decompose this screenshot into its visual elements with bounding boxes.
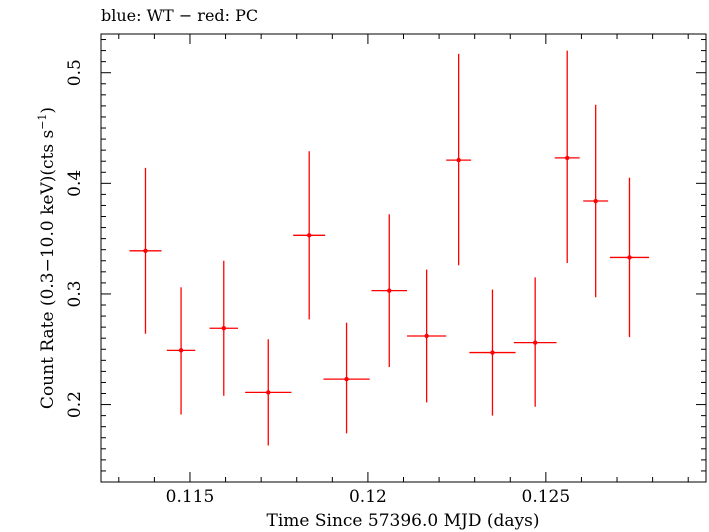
y-tick-label: 0.3 — [65, 280, 85, 307]
data-point — [166, 287, 196, 415]
data-point — [293, 151, 326, 320]
data-point — [209, 260, 239, 396]
data-point — [129, 167, 162, 334]
data-point — [245, 339, 292, 446]
data-point — [371, 214, 408, 367]
y-axis-label-exponent: −1 — [36, 114, 49, 130]
point-marker — [565, 155, 570, 161]
x-tick-label: 0.12 — [349, 487, 387, 507]
y-tick-label: 0.2 — [65, 391, 85, 418]
data-point — [513, 277, 557, 407]
data-point — [446, 53, 472, 266]
x-tick-label: 0.125 — [522, 487, 571, 507]
point-marker — [266, 390, 271, 395]
data-point — [407, 269, 447, 403]
data-series-pc — [129, 50, 650, 446]
point-marker — [306, 233, 312, 238]
x-axis-label: Time Since 57396.0 MJD (days) — [267, 511, 540, 531]
y-axis-label-main: Count Rate (0.3−10.0 keV)(cts s — [38, 130, 58, 409]
point-marker — [490, 350, 495, 355]
x-tick-label: 0.115 — [166, 487, 215, 507]
point-marker — [532, 340, 538, 345]
data-point — [554, 50, 580, 263]
point-marker — [387, 288, 392, 293]
x-axis-ticks: 0.115 0.12 0.125 — [118, 34, 689, 507]
data-point — [323, 322, 370, 434]
data-point — [469, 289, 516, 416]
point-marker — [424, 333, 429, 339]
data-point — [609, 177, 650, 338]
y-tick-label: 0.4 — [65, 170, 85, 197]
point-marker — [593, 198, 598, 204]
y-tick-label: 0.5 — [65, 59, 85, 86]
point-marker — [143, 248, 148, 254]
data-point — [583, 104, 609, 298]
y-axis-label-close: ) — [38, 107, 58, 114]
point-marker — [344, 376, 349, 382]
point-marker — [221, 326, 226, 331]
y-axis-ticks: 0.2 0.3 0.4 0.5 — [65, 39, 706, 483]
point-marker — [178, 348, 184, 353]
point-marker — [627, 255, 632, 260]
chart-title: blue: WT − red: PC — [101, 6, 258, 25]
y-axis-label: Count Rate (0.3−10.0 keV)(cts s−1) — [36, 107, 58, 409]
point-marker — [456, 157, 461, 163]
